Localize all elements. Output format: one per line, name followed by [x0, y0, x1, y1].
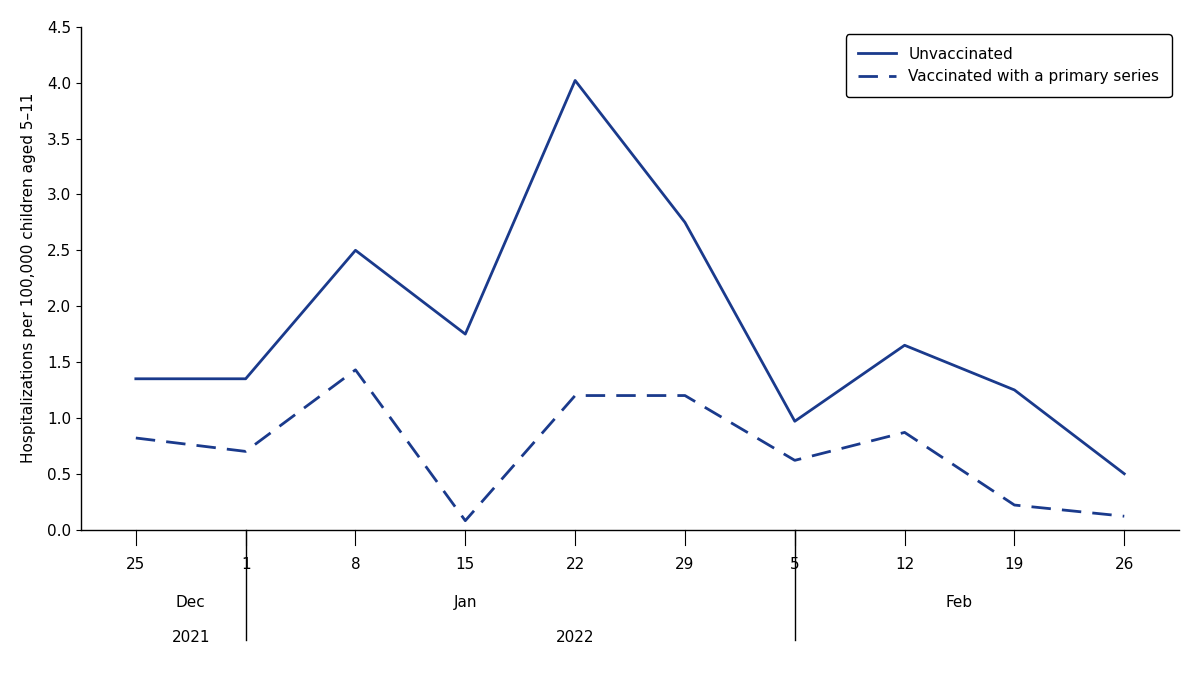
Text: Jan: Jan	[454, 595, 478, 610]
Text: 2021: 2021	[172, 630, 210, 645]
Text: 29: 29	[676, 557, 695, 572]
Text: 2022: 2022	[556, 630, 594, 645]
Unvaccinated	[128, 375, 143, 383]
Unvaccinated	[348, 246, 362, 255]
Text: 22: 22	[565, 557, 584, 572]
Vaccinated with a primary series	[348, 366, 362, 374]
Unvaccinated	[458, 330, 473, 338]
Vaccinated with a primary series	[787, 456, 802, 464]
Vaccinated with a primary series	[568, 392, 582, 400]
Text: 19: 19	[1004, 557, 1024, 572]
Vaccinated with a primary series	[898, 428, 912, 437]
Y-axis label: Hospitalizations per 100,000 children aged 5–11: Hospitalizations per 100,000 children ag…	[20, 93, 36, 463]
Unvaccinated	[1007, 386, 1021, 394]
Unvaccinated	[678, 218, 692, 226]
Vaccinated with a primary series	[1007, 501, 1021, 509]
Text: 8: 8	[350, 557, 360, 572]
Text: 15: 15	[456, 557, 475, 572]
Vaccinated with a primary series	[458, 517, 473, 525]
Unvaccinated	[239, 375, 253, 383]
Unvaccinated	[568, 77, 582, 85]
Text: 25: 25	[126, 557, 145, 572]
Text: 5: 5	[790, 557, 799, 572]
Text: 1: 1	[241, 557, 251, 572]
Unvaccinated	[898, 341, 912, 349]
Vaccinated with a primary series	[239, 447, 253, 456]
Text: Dec: Dec	[176, 595, 205, 610]
Vaccinated with a primary series	[1117, 512, 1132, 520]
Vaccinated with a primary series	[678, 392, 692, 400]
Vaccinated with a primary series	[128, 434, 143, 442]
Unvaccinated	[1117, 470, 1132, 478]
Text: Feb: Feb	[946, 595, 973, 610]
Text: 26: 26	[1115, 557, 1134, 572]
Line: Unvaccinated: Unvaccinated	[136, 81, 1124, 474]
Unvaccinated	[787, 417, 802, 425]
Line: Vaccinated with a primary series: Vaccinated with a primary series	[136, 370, 1124, 521]
Legend: Unvaccinated, Vaccinated with a primary series: Unvaccinated, Vaccinated with a primary …	[846, 35, 1171, 96]
Text: 12: 12	[895, 557, 914, 572]
